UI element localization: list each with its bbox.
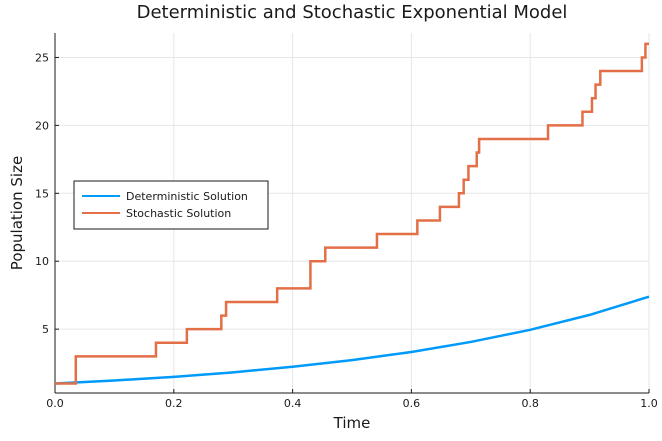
- y-tick-label: 20: [35, 119, 49, 132]
- x-axis-label: Time: [333, 414, 371, 432]
- x-tick-label: 0.4: [284, 397, 302, 410]
- legend: Deterministic Solution Stochastic Soluti…: [73, 180, 269, 230]
- legend-label-stochastic: Stochastic Solution: [126, 207, 231, 220]
- legend-box: [73, 180, 269, 230]
- x-tick-label: 0.0: [46, 397, 64, 410]
- y-axis-label: Population Size: [8, 156, 26, 270]
- y-tick-label: 15: [35, 187, 49, 200]
- deterministic-series-line: [54, 295, 650, 385]
- y-ticks: 5 10 15 20 25: [35, 51, 59, 336]
- stochastic-series-line: [55, 42, 649, 385]
- series: [54, 42, 650, 385]
- legend-label-deterministic: Deterministic Solution: [126, 190, 248, 203]
- x-ticks: 0.0 0.2 0.4 0.6 0.8 1.0: [46, 389, 658, 410]
- axes: [54, 33, 649, 394]
- x-tick-label: 0.6: [403, 397, 421, 410]
- x-tick-label: 0.8: [521, 397, 539, 410]
- x-tick-label: 1.0: [640, 397, 658, 410]
- y-tick-label: 5: [42, 323, 49, 336]
- y-tick-label: 25: [35, 51, 49, 64]
- y-tick-label: 10: [35, 255, 49, 268]
- chart-title: Deterministic and Stochastic Exponential…: [137, 2, 568, 23]
- x-tick-label: 0.2: [165, 397, 183, 410]
